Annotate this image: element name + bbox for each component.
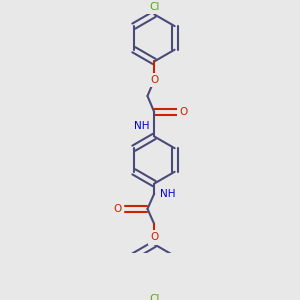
Text: O: O [150, 75, 158, 85]
Text: O: O [180, 107, 188, 117]
Text: NH: NH [160, 189, 176, 199]
Text: NH: NH [134, 121, 149, 131]
Text: Cl: Cl [149, 294, 159, 300]
Text: O: O [114, 204, 122, 214]
Text: NH: NH [134, 121, 149, 131]
Text: Cl: Cl [149, 2, 159, 12]
Text: O: O [150, 232, 158, 242]
